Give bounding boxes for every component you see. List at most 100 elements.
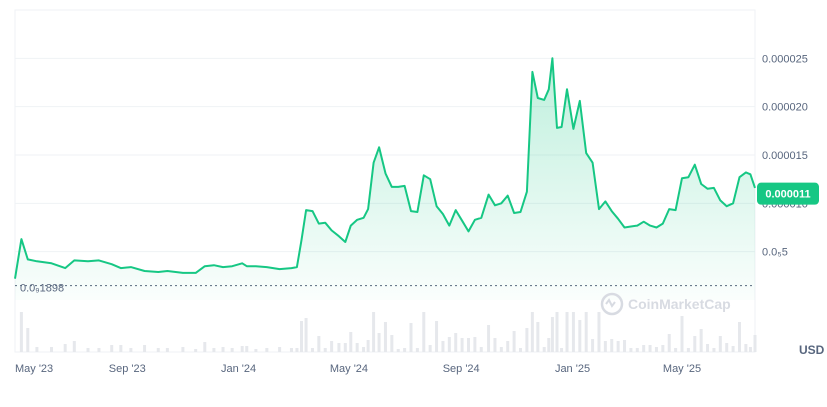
volume-bar [372,312,376,352]
volume-bar [629,348,633,352]
min-price-label: 0.0₉1898 [20,283,64,295]
volume-bar [560,348,564,352]
volume-bar [129,348,133,352]
volume-bar [143,345,147,352]
volume-bar [518,348,522,352]
volume-bar [718,336,722,352]
volume-bar [362,347,366,352]
volume-bar [289,348,293,352]
volume-bar [506,341,510,352]
volume-bar [110,345,114,352]
volume-bar [265,348,269,352]
volume-bar [479,347,483,352]
volume-bar [355,343,359,352]
volume-bar [654,347,658,352]
volume-bar [295,348,299,352]
volume-bar [680,316,684,352]
volume-bar [156,348,160,352]
volume-bar [330,341,334,352]
volume-bar [536,322,540,352]
volume-bar [706,344,710,352]
coinmarketcap-logo-icon [600,292,624,316]
volume-bar [603,341,607,352]
x-tick-label: Jan '24 [221,363,256,375]
volume-bar [693,336,697,352]
volume-bar [278,347,282,352]
volume-bar [403,348,407,352]
volume-bar [383,322,387,352]
volume-bar [748,347,752,352]
volume-bar [212,348,216,352]
volume-bar [466,338,470,352]
current-price-badge: 0.000011 [757,182,819,205]
volume-bar [616,341,620,352]
volume-bar [623,340,627,352]
x-tick-label: May '25 [663,363,701,375]
currency-unit-label: USD [799,343,825,357]
volume-bar [447,337,451,352]
volume-bar [422,312,426,352]
volume-bar [366,340,370,352]
volume-bar [648,345,652,352]
price-area-fill [15,58,755,300]
volume-bar [578,320,582,352]
y-tick-label: 0.0₅5 [762,247,788,259]
volume-bar [181,347,185,352]
volume-bar [642,345,646,352]
volume-bar [591,339,595,352]
volume-bar [300,321,304,352]
volume-bar [19,312,23,352]
watermark-text: CoinMarketCap [628,296,731,312]
volume-bar [441,341,445,352]
volume-bar [744,344,748,352]
volume-bar [667,334,671,352]
volume-bar [674,348,678,352]
volume-bar [753,335,757,352]
y-tick-label: 0.000020 [762,102,808,114]
volume-bar [686,348,690,352]
x-tick-label: Sep '24 [443,363,480,375]
volume-bar [699,329,703,352]
volume-bars [19,312,757,352]
volume-bar [63,344,67,352]
volume-bar [119,345,123,352]
volume-bar [571,312,575,352]
volume-bar [304,318,308,352]
x-tick-label: May '23 [15,363,53,375]
watermark: CoinMarketCap [600,292,731,316]
current-price-label: 0.000011 [765,189,810,201]
volume-bar [610,339,614,352]
volume-bar [323,348,327,352]
volume-bar [396,349,400,352]
volume-bar [240,346,244,352]
volume-bar [317,336,321,352]
volume-bar [72,341,76,352]
volume-bar [635,348,639,352]
volume-bar [49,347,53,352]
volume-bar [415,348,419,352]
volume-bar [390,335,394,352]
volume-bar [35,347,39,352]
volume-bar [737,322,741,352]
y-tick-label: 0.000025 [762,53,808,65]
volume-bar [597,312,601,352]
volume-bar [547,338,551,352]
volume-bar [550,317,554,352]
y-tick-label: 0.000015 [762,150,808,162]
volume-bar [712,348,716,352]
volume-bar [435,321,439,352]
volume-bar [343,343,347,352]
volume-bar [230,348,234,352]
volume-bar [337,343,341,352]
volume-bar [725,343,729,352]
volume-bar [487,325,491,352]
volume-bar [542,347,546,352]
volume-bar [584,312,588,352]
volume-bar [525,328,529,352]
x-tick-label: Jan '25 [555,363,590,375]
volume-bar [454,333,458,352]
volume-bar [26,328,30,352]
x-axis-ticks: May '23 Sep '23 Jan '24 May '24 Sep '24 Jan '… [15,363,701,375]
x-tick-label: May '24 [330,363,368,375]
